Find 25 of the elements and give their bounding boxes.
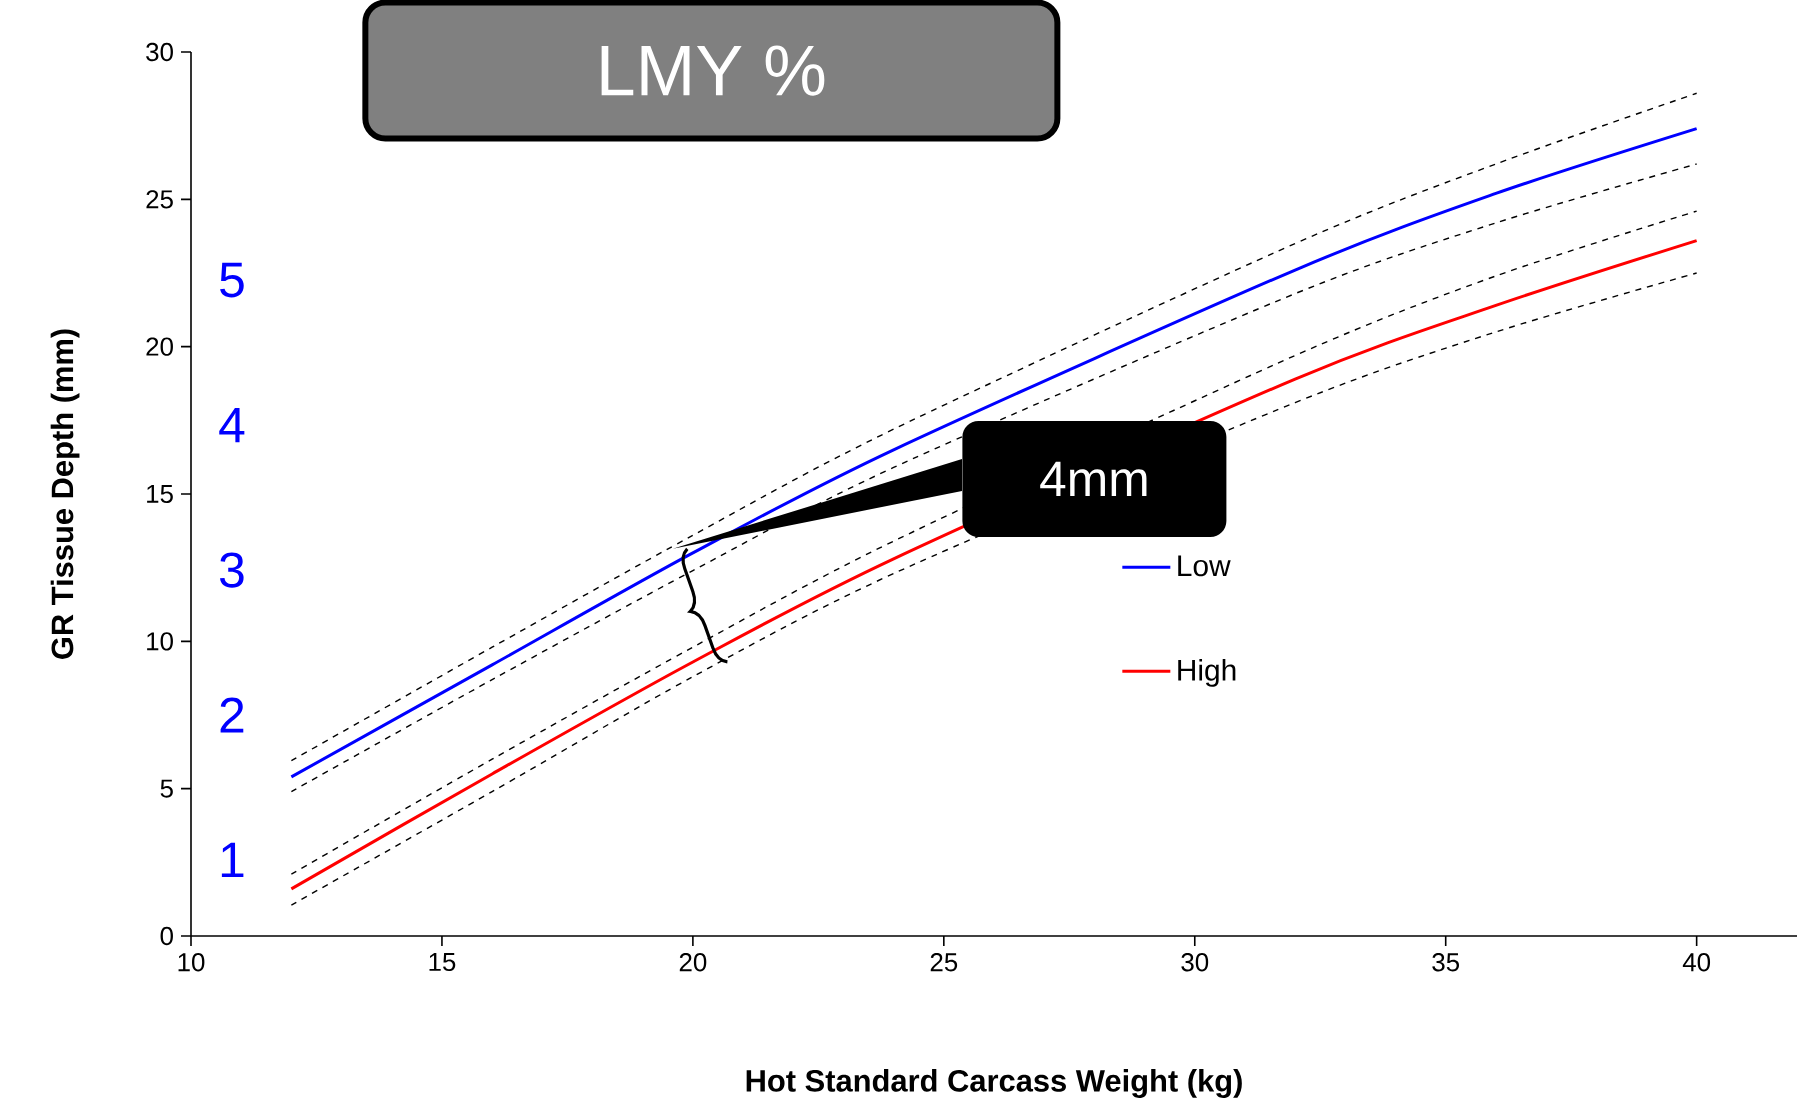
y-tick-label: 0 (160, 926, 173, 946)
x-axis-title: Hot Standard Carcass Weight (kg) (746, 1069, 1242, 1098)
y-tick-label: 20 (146, 337, 173, 356)
x-tick-label: 40 (1682, 953, 1711, 972)
y-tick-label: 25 (146, 190, 173, 209)
annotation: 3 (220, 552, 244, 588)
annotation: 4 (219, 407, 245, 443)
y-tick-label: 15 (147, 484, 173, 504)
x-tick-label: 25 (930, 953, 958, 972)
y-tick-label: 30 (146, 42, 173, 62)
annotation: 5 (220, 262, 244, 298)
x-tick-label: 10 (178, 953, 205, 972)
y-axis-title: GR Tissue Depth (mm) (50, 329, 80, 659)
legend-label: High (1178, 658, 1236, 687)
annotation: 2 (220, 697, 244, 733)
x-tick-label: 35 (1432, 953, 1460, 972)
annotation: 4mm (1040, 461, 1147, 497)
y-tick-label: 10 (147, 632, 173, 651)
annotation: 1 (221, 842, 244, 878)
x-tick-label: 15 (429, 953, 456, 972)
chart-title: LMY % (601, 45, 825, 96)
x-tick-label: 20 (679, 953, 707, 972)
x-tick-label: 30 (1181, 953, 1209, 972)
y-tick-label: 5 (160, 779, 173, 798)
legend-label: Low (1178, 555, 1231, 577)
